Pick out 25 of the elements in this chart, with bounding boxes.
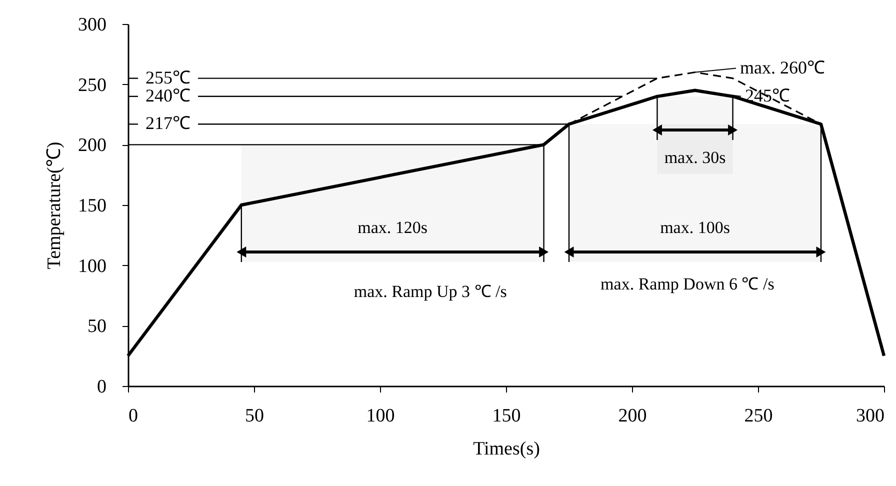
y-tick-label: 100 xyxy=(78,256,106,277)
y-tick-label: 0 xyxy=(97,376,106,398)
band-label: max. 30s xyxy=(664,148,726,167)
y-tick-label: 300 xyxy=(78,14,106,36)
annotation: max. Ramp Down 6 ℃ /s xyxy=(600,274,774,294)
ref-line-label: 255℃ xyxy=(146,67,190,88)
y-tick-label: 250 xyxy=(78,74,106,96)
y-tick-label: 200 xyxy=(78,135,106,156)
annotation: max. 260℃ xyxy=(740,57,825,78)
y-tick-label: 150 xyxy=(78,196,106,216)
x-axis-title: Times(s) xyxy=(473,438,540,460)
ref-line-label: 217℃ xyxy=(146,113,190,134)
x-tick-label: 300 xyxy=(856,406,884,426)
x-tick-label: 250 xyxy=(744,406,773,426)
ref-line-label: 240℃ xyxy=(146,85,190,106)
x-tick-label: 100 xyxy=(366,406,395,426)
y-axis-title: Temperature(℃) xyxy=(44,142,65,270)
x-tick-label: 150 xyxy=(492,406,521,426)
x-tick-label: 0 xyxy=(128,406,138,426)
band-label: max. 100s xyxy=(660,218,730,237)
band-label: max. 120s xyxy=(358,218,428,237)
x-tick-label: 200 xyxy=(618,406,647,426)
x-tick-label: 50 xyxy=(245,406,264,426)
y-tick-label: 50 xyxy=(88,316,106,338)
annotation: max. Ramp Up 3 ℃ /s xyxy=(354,282,507,301)
